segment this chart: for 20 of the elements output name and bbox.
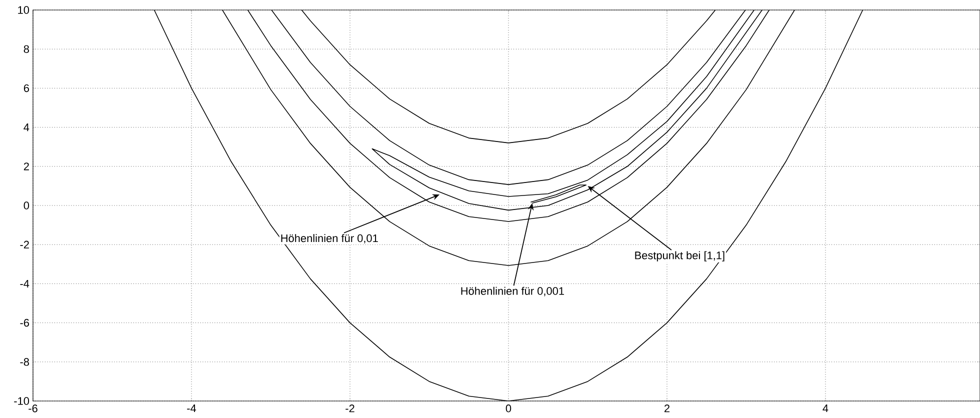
y-tick-label: 4 xyxy=(24,124,30,132)
y-tick-label: -6 xyxy=(20,318,29,327)
x-tick-label: -4 xyxy=(187,404,196,412)
y-tick-label: 6 xyxy=(24,84,29,92)
x-tick-label: -6 xyxy=(28,404,38,412)
x-tick-label: 2 xyxy=(664,404,670,412)
y-tick-label: 2 xyxy=(24,162,29,170)
y-tick-label: -4 xyxy=(20,280,30,288)
x-tick-label: -2 xyxy=(346,404,354,412)
annotation: Höhenlinien für 0,01 xyxy=(281,234,378,244)
y-tick-label: -8 xyxy=(20,358,29,366)
y-tick-label: 8 xyxy=(24,45,29,53)
x-tick-label: 0 xyxy=(506,404,512,412)
annotation: Bestpunkt bei [1,1] xyxy=(635,251,724,262)
y-tick-label: 0 xyxy=(24,202,30,210)
y-tick-label: -10 xyxy=(14,397,30,405)
y-tick-label: -2 xyxy=(20,240,29,248)
annotation: Höhenlinien für 0,001 xyxy=(461,286,564,296)
y-tick-label: 10 xyxy=(18,6,30,14)
x-tick-label: 4 xyxy=(822,404,828,412)
